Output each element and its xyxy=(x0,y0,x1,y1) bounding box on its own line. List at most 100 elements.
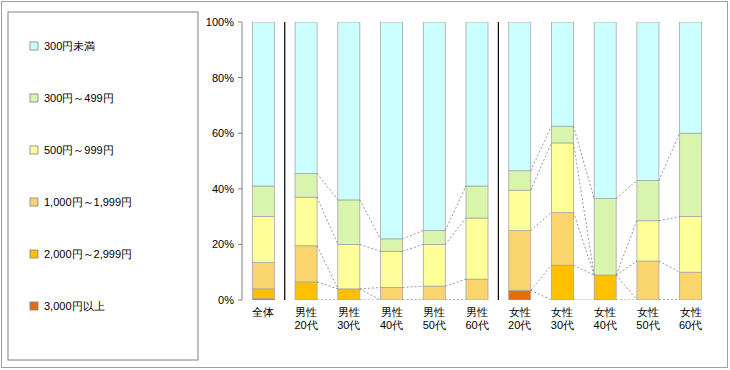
connector xyxy=(317,300,338,301)
connector xyxy=(531,290,552,300)
x-tick-line: 女性 xyxy=(680,306,702,318)
bar-segment xyxy=(466,22,488,186)
connector xyxy=(403,286,424,287)
x-tick-line: 女性 xyxy=(637,306,659,318)
legend-box xyxy=(8,12,198,360)
connector xyxy=(573,212,594,275)
bar-segment xyxy=(551,265,573,300)
y-tick-label: 20% xyxy=(212,238,234,250)
connector xyxy=(531,126,552,170)
bar-segment xyxy=(509,231,531,291)
bar-segment xyxy=(680,217,702,273)
bar-segment xyxy=(381,251,403,287)
x-tick-line: 40代 xyxy=(380,319,403,331)
legend-swatch xyxy=(30,198,38,206)
x-tick-label: 女性50代 xyxy=(636,306,659,331)
x-tick-line: 50代 xyxy=(423,319,446,331)
x-tick-line: 60代 xyxy=(465,319,488,331)
connector xyxy=(445,300,466,301)
x-tick-line: 女性 xyxy=(551,306,573,318)
bar-segment xyxy=(252,289,274,299)
connector xyxy=(616,221,637,275)
x-tick-label: 全体 xyxy=(252,306,274,318)
legend-label: 300円～499円 xyxy=(44,92,114,104)
legend-label: 3,000円以上 xyxy=(44,300,105,312)
bar-segment xyxy=(594,199,616,275)
bar-segment xyxy=(594,275,616,300)
bar-segment xyxy=(509,22,531,171)
x-tick-line: 40代 xyxy=(594,319,617,331)
connector xyxy=(445,279,466,286)
connector xyxy=(659,300,680,301)
bar-segment xyxy=(551,143,573,213)
x-tick-label: 女性40代 xyxy=(594,306,617,331)
connector xyxy=(360,287,381,288)
bar-segment xyxy=(509,290,531,300)
y-tick-label: 60% xyxy=(212,127,234,139)
connector xyxy=(531,265,552,290)
bar-segment xyxy=(295,282,317,300)
bar-segment xyxy=(381,239,403,252)
bar-segment xyxy=(551,126,573,143)
frame xyxy=(2,2,728,368)
connector xyxy=(531,212,552,230)
connector xyxy=(445,300,466,301)
bar-segment xyxy=(381,22,403,239)
x-tick-label: 男性60代 xyxy=(465,306,488,331)
bar-segment xyxy=(423,231,445,245)
bar-segment xyxy=(551,212,573,265)
bar-segment xyxy=(338,22,360,200)
connector xyxy=(317,197,338,244)
bar-segment xyxy=(680,22,702,133)
x-tick-line: 30代 xyxy=(337,319,360,331)
legend-label: 2,000円～2,999円 xyxy=(44,248,132,260)
bar-segment xyxy=(466,218,488,279)
legend-label: 300円未満 xyxy=(44,40,95,52)
x-tick-line: 60代 xyxy=(679,319,702,331)
group-separator xyxy=(284,22,285,300)
x-tick-line: 男性 xyxy=(338,306,360,318)
x-tick-label: 女性20代 xyxy=(508,306,531,331)
bar-segment xyxy=(509,190,531,230)
x-tick-line: 50代 xyxy=(636,319,659,331)
connector xyxy=(616,180,637,198)
bars xyxy=(252,22,701,300)
bar-segment xyxy=(637,22,659,180)
connector xyxy=(317,174,338,200)
x-tick-label: 女性30代 xyxy=(551,306,574,331)
y-tick-label: 0% xyxy=(218,294,234,306)
bar-segment xyxy=(637,180,659,220)
connector xyxy=(573,300,594,301)
y-tick xyxy=(238,300,242,301)
x-tick-line: 全体 xyxy=(252,306,274,318)
x-tick-line: 男性 xyxy=(381,306,403,318)
bar-segment xyxy=(680,133,702,216)
legend-label: 1,000円～1,999円 xyxy=(44,196,132,208)
connector xyxy=(360,244,381,251)
bar-segment xyxy=(338,289,360,300)
connector xyxy=(403,244,424,251)
x-tick-line: 女性 xyxy=(509,306,531,318)
connector xyxy=(659,217,680,221)
connector xyxy=(317,246,338,289)
bar-segment xyxy=(637,221,659,261)
x-tick-line: 男性 xyxy=(295,306,317,318)
y-tick-label: 40% xyxy=(212,183,234,195)
x-tick-line: 30代 xyxy=(551,319,574,331)
x-tick-label: 男性40代 xyxy=(380,306,403,331)
connector xyxy=(360,200,381,239)
bar-segment xyxy=(381,287,403,300)
bar-segment xyxy=(551,22,573,126)
y-tick-label: 100% xyxy=(206,16,234,28)
bar-segment xyxy=(594,22,616,199)
legend-swatch xyxy=(30,250,38,258)
group-separator xyxy=(498,22,499,300)
connector xyxy=(573,126,594,198)
bar-segment xyxy=(295,174,317,198)
bar-segment xyxy=(252,262,274,288)
legend-label: 500円～999円 xyxy=(44,144,114,156)
y-tick xyxy=(238,133,242,134)
x-tick-label: 男性20代 xyxy=(294,306,317,331)
connector xyxy=(403,300,424,301)
x-tick-label: 男性50代 xyxy=(423,306,446,331)
